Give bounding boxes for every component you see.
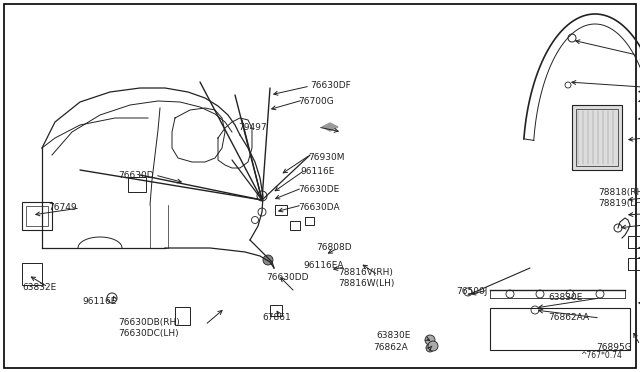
Text: 96116EA: 96116EA bbox=[303, 260, 344, 269]
Circle shape bbox=[425, 335, 435, 345]
Text: 63830E: 63830E bbox=[548, 294, 582, 302]
Bar bbox=[290, 221, 300, 230]
Text: 76630DF: 76630DF bbox=[310, 81, 351, 90]
Text: ^767*0.74: ^767*0.74 bbox=[580, 351, 622, 360]
Text: 76895G: 76895G bbox=[596, 343, 632, 353]
Text: 67861: 67861 bbox=[262, 314, 291, 323]
Bar bbox=[490, 308, 630, 350]
Bar bbox=[175, 307, 190, 325]
Text: 73580M(RH)
73581M(LH): 73580M(RH) 73581M(LH) bbox=[638, 48, 640, 68]
Text: 76630DD: 76630DD bbox=[266, 273, 308, 282]
Text: 76500J: 76500J bbox=[456, 288, 488, 296]
Text: 63832E: 63832E bbox=[22, 282, 56, 292]
Bar bbox=[26, 206, 48, 226]
Circle shape bbox=[263, 255, 273, 265]
Text: 76630DA: 76630DA bbox=[298, 202, 340, 212]
Text: 78816V(RH)
78816W(LH): 78816V(RH) 78816W(LH) bbox=[338, 268, 394, 288]
Bar bbox=[628, 236, 640, 248]
Text: 96116E: 96116E bbox=[82, 298, 116, 307]
Text: 63830E: 63830E bbox=[376, 330, 410, 340]
Polygon shape bbox=[322, 123, 338, 131]
Text: 76630D: 76630D bbox=[118, 170, 154, 180]
Bar bbox=[22, 202, 52, 230]
Bar bbox=[572, 105, 622, 170]
Bar bbox=[305, 217, 314, 225]
Text: 76700G: 76700G bbox=[298, 97, 333, 106]
Circle shape bbox=[428, 341, 438, 351]
Text: 76808D: 76808D bbox=[316, 244, 351, 253]
Text: 96116E: 96116E bbox=[300, 167, 334, 176]
Bar bbox=[576, 109, 618, 166]
Text: 76749: 76749 bbox=[48, 203, 77, 212]
Bar bbox=[275, 205, 287, 215]
Bar bbox=[628, 258, 640, 270]
Bar bbox=[22, 263, 42, 285]
Text: 76862AA: 76862AA bbox=[548, 314, 589, 323]
Bar bbox=[128, 177, 146, 192]
Bar bbox=[270, 305, 282, 316]
Text: 79497: 79497 bbox=[238, 122, 267, 131]
Circle shape bbox=[426, 344, 434, 352]
Text: 78818(RH)
78819(LH): 78818(RH) 78819(LH) bbox=[598, 188, 640, 208]
Text: 76630DB(RH)
76630DC(LH): 76630DB(RH) 76630DC(LH) bbox=[118, 318, 180, 338]
Text: 76862A: 76862A bbox=[373, 343, 408, 353]
Text: 76930M: 76930M bbox=[308, 154, 344, 163]
Text: 76630DE: 76630DE bbox=[298, 186, 339, 195]
